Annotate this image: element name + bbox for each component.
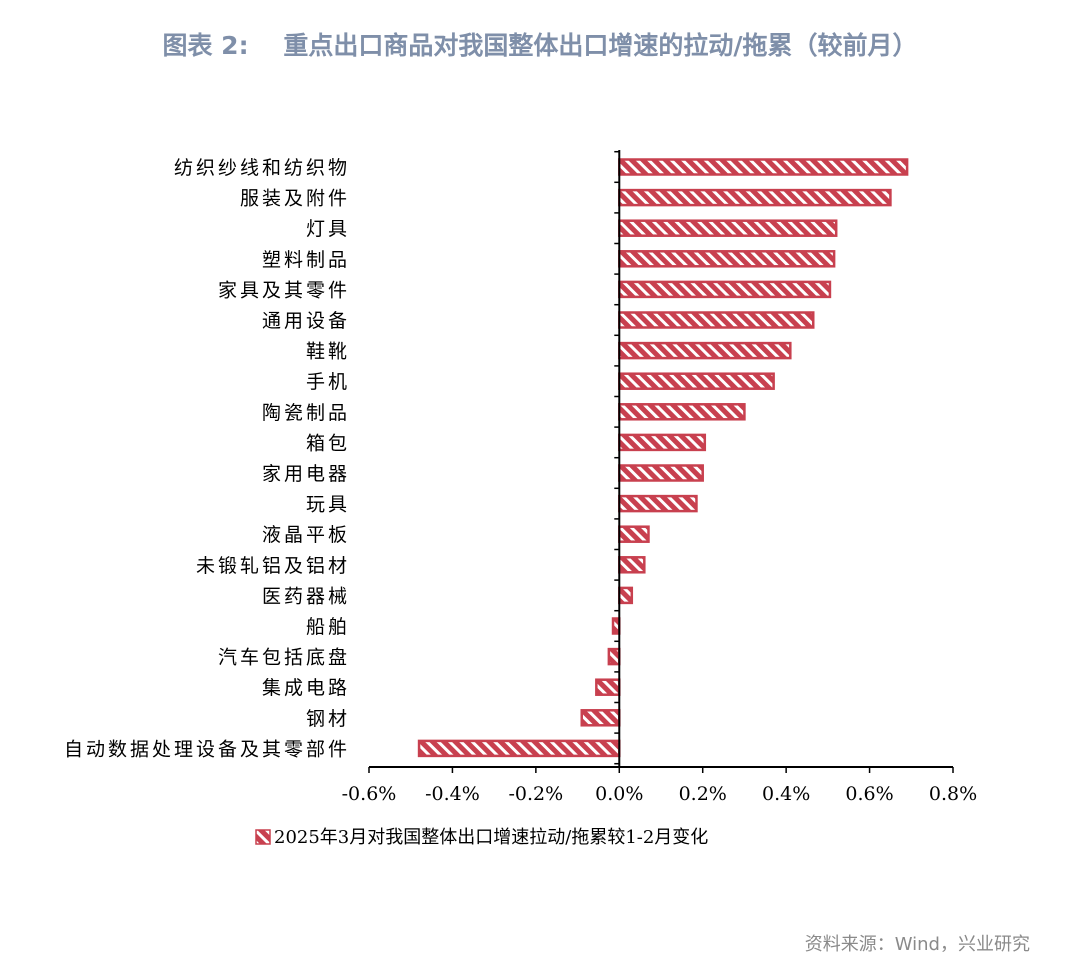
bar [618,494,698,513]
bar [618,158,909,176]
x-tick-label: -0.2% [509,783,564,805]
category-label: 自动数据处理设备及其零部件 [64,738,350,760]
bar [618,433,707,452]
bar [618,311,815,329]
category-label: 家具及其零件 [218,279,350,301]
category-label: 汽车包括底盘 [218,647,350,669]
category-label: 箱包 [306,432,350,454]
category-label: 服装及附件 [240,188,350,210]
bar [618,372,775,390]
x-tick-label: -0.4% [425,783,480,805]
bar [618,525,650,543]
x-tick-label: 0.6% [845,783,893,805]
bar [618,188,892,207]
category-label: 塑料制品 [262,249,350,271]
category-label: 鞋靴 [306,341,350,363]
bar [618,219,838,237]
category-label: 医药器械 [262,585,350,607]
category-label: 未锻轧铝及铝材 [196,555,350,577]
x-tick-label: 0.4% [762,783,810,805]
category-label: 通用设备 [262,310,350,332]
x-tick-label: -0.6% [342,783,397,805]
bar [417,739,621,758]
category-label: 液晶平板 [262,524,350,546]
bar [618,280,832,299]
figure-title: 图表 2: 重点出口商品对我国整体出口增速的拉动/拖累（较前月） [162,31,918,60]
legend-label: 2025年3月对我国整体出口增速拉动/拖累较1-2月变化 [274,827,708,848]
bar [618,341,792,360]
bar-chart: 纺织纱线和纺织物服装及附件灯具塑料制品家具及其零件通用设备鞋靴手机陶瓷制品箱包家… [64,150,977,848]
bar [607,647,621,666]
x-tick-label: 0.0% [595,783,643,805]
category-label: 集成电路 [262,677,350,699]
category-label: 船舶 [306,616,350,638]
bar [618,250,836,268]
category-label: 纺织纱线和纺织物 [174,157,350,179]
category-label: 手机 [306,371,350,393]
category-label: 灯具 [306,218,350,240]
bar [618,586,634,605]
category-label: 家用电器 [262,463,350,485]
category-label: 玩具 [306,494,350,516]
source-note: 资料来源：Wind，兴业研究 [804,934,1030,955]
bar [580,709,621,727]
x-tick-label: 0.8% [929,783,977,805]
category-label: 钢材 [306,708,350,730]
bar [618,464,704,482]
category-label: 陶瓷制品 [262,402,350,424]
bar [618,556,646,574]
x-tick-label: 0.2% [679,783,727,805]
bar [618,403,746,421]
bar [595,678,621,696]
legend-swatch [255,829,271,845]
